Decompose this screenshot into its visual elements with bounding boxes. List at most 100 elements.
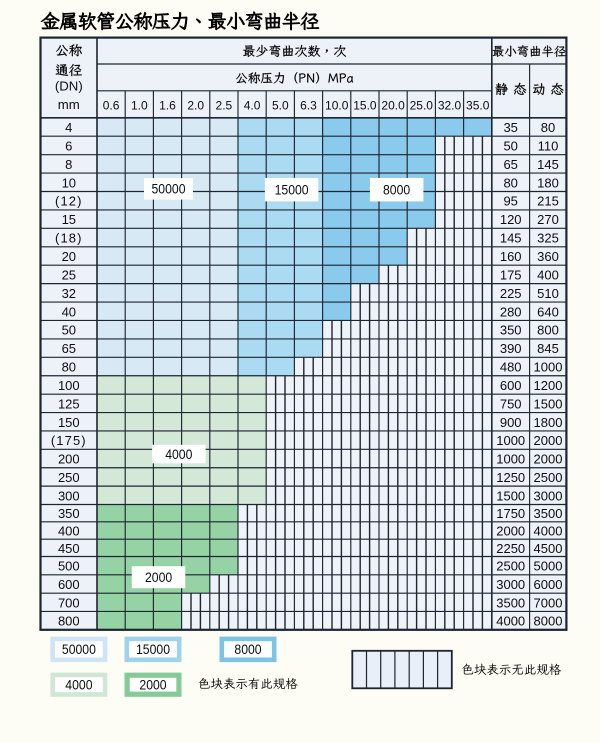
svg-text:(18): (18) <box>55 231 83 246</box>
svg-text:1750: 1750 <box>496 506 525 521</box>
svg-text:(12): (12) <box>55 194 83 209</box>
svg-text:145: 145 <box>537 157 559 172</box>
svg-text:1.0: 1.0 <box>131 99 148 113</box>
svg-text:35.0: 35.0 <box>466 99 490 113</box>
svg-text:65: 65 <box>503 157 517 172</box>
svg-text:4500: 4500 <box>534 541 563 556</box>
svg-text:50: 50 <box>62 323 76 338</box>
svg-text:180: 180 <box>537 175 559 190</box>
svg-text:4: 4 <box>65 120 72 135</box>
svg-text:50: 50 <box>503 138 517 153</box>
svg-text:600: 600 <box>500 378 522 393</box>
svg-text:350: 350 <box>58 506 80 521</box>
svg-text:225: 225 <box>500 286 522 301</box>
svg-text:(175): (175) <box>51 433 87 448</box>
svg-text:4000: 4000 <box>65 678 93 693</box>
svg-text:125: 125 <box>58 396 80 411</box>
svg-text:35: 35 <box>503 120 517 135</box>
svg-text:3000: 3000 <box>534 488 563 503</box>
svg-text:640: 640 <box>537 304 559 319</box>
svg-text:65: 65 <box>62 341 76 356</box>
svg-text:450: 450 <box>58 541 80 556</box>
svg-text:4000: 4000 <box>496 614 525 629</box>
svg-text:1000: 1000 <box>496 452 525 467</box>
svg-text:215: 215 <box>537 194 559 209</box>
svg-text:1800: 1800 <box>534 415 563 430</box>
svg-text:2250: 2250 <box>496 541 525 556</box>
svg-text:750: 750 <box>500 396 522 411</box>
svg-text:1200: 1200 <box>534 378 563 393</box>
svg-text:150: 150 <box>58 415 80 430</box>
svg-text:7000: 7000 <box>534 595 563 610</box>
svg-text:95: 95 <box>503 194 517 209</box>
svg-text:4000: 4000 <box>165 447 193 462</box>
svg-text:110: 110 <box>538 138 559 153</box>
svg-text:8000: 8000 <box>534 614 563 629</box>
svg-text:1.6: 1.6 <box>159 99 176 113</box>
svg-text:8000: 8000 <box>234 642 262 657</box>
svg-text:300: 300 <box>58 488 80 503</box>
svg-text:1000: 1000 <box>496 433 525 448</box>
svg-text:6: 6 <box>65 138 72 153</box>
svg-text:2000: 2000 <box>534 452 563 467</box>
svg-text:800: 800 <box>58 614 80 629</box>
svg-text:700: 700 <box>58 595 80 610</box>
svg-text:40: 40 <box>62 304 76 319</box>
svg-text:32: 32 <box>62 286 76 301</box>
svg-text:1500: 1500 <box>496 488 525 503</box>
svg-text:100: 100 <box>58 378 80 393</box>
svg-text:80: 80 <box>541 120 555 135</box>
svg-text:4.0: 4.0 <box>244 99 261 113</box>
svg-text:120: 120 <box>500 212 522 227</box>
svg-text:6000: 6000 <box>534 577 563 592</box>
svg-text:1250: 1250 <box>496 470 525 485</box>
svg-text:10: 10 <box>62 175 76 190</box>
svg-text:800: 800 <box>537 323 559 338</box>
svg-text:400: 400 <box>537 267 559 282</box>
svg-text:200: 200 <box>58 452 80 467</box>
svg-text:845: 845 <box>537 341 559 356</box>
svg-text:145: 145 <box>500 231 522 246</box>
svg-text:5000: 5000 <box>534 559 563 574</box>
svg-text:50000: 50000 <box>152 182 186 197</box>
svg-text:280: 280 <box>500 304 522 319</box>
svg-text:80: 80 <box>62 360 76 375</box>
svg-text:3000: 3000 <box>496 577 525 592</box>
svg-text:3500: 3500 <box>496 595 525 610</box>
svg-text:270: 270 <box>537 212 559 227</box>
svg-text:50000: 50000 <box>62 642 96 657</box>
svg-text:(DN): (DN) <box>55 79 83 94</box>
svg-text:1500: 1500 <box>534 396 563 411</box>
svg-text:175: 175 <box>500 267 522 282</box>
svg-text:2000: 2000 <box>145 570 173 585</box>
svg-text:2500: 2500 <box>534 470 563 485</box>
svg-text:325: 325 <box>537 231 559 246</box>
svg-text:160: 160 <box>500 249 522 264</box>
svg-text:2000: 2000 <box>534 433 563 448</box>
svg-text:5.0: 5.0 <box>272 99 289 113</box>
svg-text:390: 390 <box>500 341 522 356</box>
svg-text:10.0: 10.0 <box>325 99 349 113</box>
svg-text:510: 510 <box>537 286 559 301</box>
svg-text:2000: 2000 <box>139 678 167 693</box>
svg-text:25.0: 25.0 <box>410 99 434 113</box>
svg-text:32.0: 32.0 <box>438 99 462 113</box>
svg-text:25: 25 <box>62 267 76 282</box>
svg-text:2500: 2500 <box>496 559 525 574</box>
svg-text:80: 80 <box>503 175 517 190</box>
svg-text:8000: 8000 <box>383 183 411 198</box>
svg-text:mm: mm <box>58 97 80 112</box>
svg-text:15000: 15000 <box>275 183 309 198</box>
svg-text:6.3: 6.3 <box>300 99 317 113</box>
svg-text:480: 480 <box>500 360 522 375</box>
svg-text:4000: 4000 <box>534 524 563 539</box>
svg-text:250: 250 <box>58 470 80 485</box>
svg-text:3500: 3500 <box>534 506 563 521</box>
svg-text:0.6: 0.6 <box>103 99 120 113</box>
svg-text:900: 900 <box>500 415 522 430</box>
svg-text:500: 500 <box>58 559 80 574</box>
svg-text:15000: 15000 <box>136 642 170 657</box>
svg-text:15.0: 15.0 <box>353 99 377 113</box>
svg-text:2000: 2000 <box>496 524 525 539</box>
svg-text:2.5: 2.5 <box>216 99 233 113</box>
